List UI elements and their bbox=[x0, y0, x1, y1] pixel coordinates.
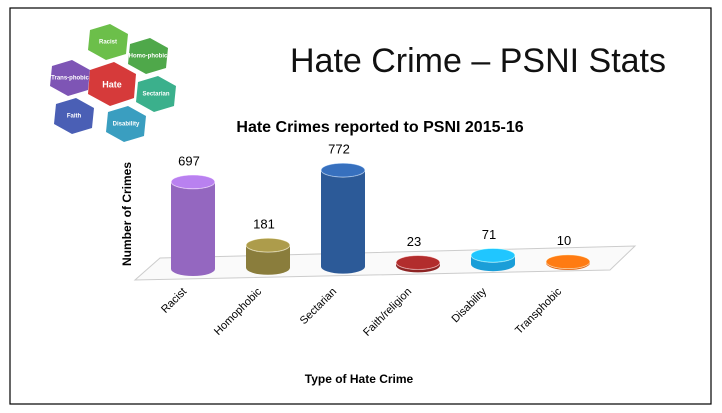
slide-title: Hate Crime – PSNI Stats bbox=[290, 42, 666, 80]
cylinder-top bbox=[470, 247, 516, 263]
data-label: 71 bbox=[482, 227, 496, 242]
chart-title: Hate Crimes reported to PSNI 2015-16 bbox=[236, 119, 523, 136]
data-label: 10 bbox=[557, 233, 571, 248]
cylinder bbox=[246, 245, 291, 275]
x-axis-label: Type of Hate Crime bbox=[305, 372, 414, 386]
logo-label: Disability bbox=[113, 122, 140, 128]
logo-label: Hate bbox=[102, 79, 122, 89]
logo-label: Homo-phobic bbox=[129, 54, 168, 60]
data-label: 697 bbox=[178, 153, 200, 168]
logo-label: Faith bbox=[67, 114, 82, 120]
logo-label: Racist bbox=[99, 40, 117, 46]
cylinder bbox=[471, 255, 515, 272]
cylinder-top bbox=[170, 174, 216, 190]
cylinder bbox=[396, 262, 440, 273]
cylinder bbox=[321, 170, 365, 274]
data-label: 772 bbox=[328, 142, 350, 157]
data-label: 23 bbox=[407, 234, 421, 249]
logo-label: Trans-phobic bbox=[51, 76, 89, 82]
logo: Racist Homo-phobic Trans-phobic Hate Sec… bbox=[50, 24, 176, 142]
y-axis-label: Number of Crimes bbox=[120, 162, 134, 266]
data-label: 181 bbox=[253, 217, 275, 232]
cylinder-top bbox=[320, 162, 366, 178]
cylinder-top bbox=[545, 254, 591, 270]
logo-label: Sectarian bbox=[142, 92, 169, 98]
cylinder-top bbox=[395, 255, 441, 271]
cylinder bbox=[171, 181, 215, 276]
cylinder-top bbox=[245, 237, 291, 253]
